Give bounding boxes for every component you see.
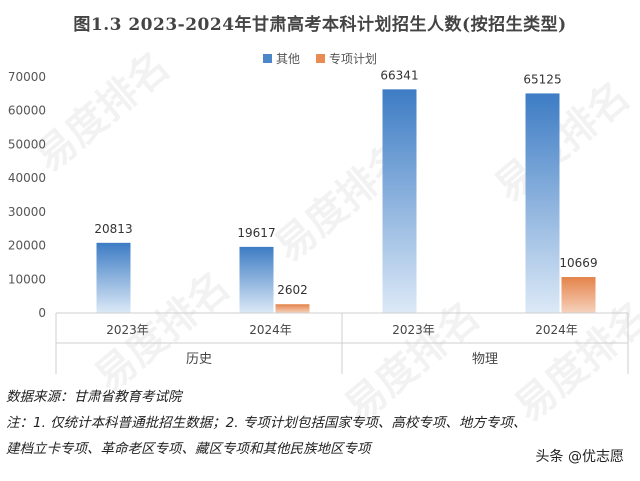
y-tick-label: 20000 xyxy=(8,239,46,253)
bar-special xyxy=(561,277,596,313)
footnote-line-1: 注：1. 仅统计本科普通批招生数据；2. 专项计划包括国家专项、高校专项、地方专… xyxy=(6,415,527,431)
x-group-label: 物理 xyxy=(472,352,498,367)
credit-text: 头条 @优志愿 xyxy=(535,449,624,465)
bar-other xyxy=(239,246,274,313)
y-tick-label: 70000 xyxy=(8,70,46,84)
x-tick-label: 2023年 xyxy=(392,323,435,337)
y-tick-label: 40000 xyxy=(8,171,46,185)
bar-layer: 20813 19617 66341 65125 2602 10669 xyxy=(94,68,598,313)
y-tick-label: 0 xyxy=(38,306,46,320)
footnote-line-2: 建档立卡专项、革命老区专项、藏区专项和其他民族地区专项 xyxy=(6,441,371,457)
data-label: 10669 xyxy=(559,256,597,270)
x-tick-label: 2023年 xyxy=(106,323,149,337)
notes-block: 数据来源：甘肃省教育考试院 注：1. 仅统计本科普通批招生数据；2. 专项计划包… xyxy=(6,384,636,462)
legend-item-other: 其他 xyxy=(262,50,300,67)
bar-other xyxy=(525,93,560,313)
x-tick-label: 2024年 xyxy=(249,323,292,337)
legend-swatch-other xyxy=(262,54,272,63)
y-tick-label: 30000 xyxy=(8,205,46,219)
legend-label-special: 专项计划 xyxy=(329,52,378,66)
x-tick-label: 2024年 xyxy=(535,323,578,337)
y-tick-label: 60000 xyxy=(8,104,46,118)
bar-other xyxy=(382,89,417,313)
chart-legend: 其他 专项计划 xyxy=(0,50,640,67)
legend-swatch-special xyxy=(316,54,325,63)
bar-special xyxy=(275,304,310,313)
data-label: 19617 xyxy=(237,226,275,240)
y-tick-label: 50000 xyxy=(8,137,46,151)
legend-label-other: 其他 xyxy=(275,52,300,66)
bar-chart: 0 10000 20000 30000 40000 50000 60000 70000 208… xyxy=(8,68,629,374)
data-label: 65125 xyxy=(523,72,561,86)
data-label: 2602 xyxy=(277,283,308,297)
bar-other xyxy=(96,242,131,313)
x-group-label: 历史 xyxy=(186,352,212,367)
data-label: 66341 xyxy=(380,68,418,82)
data-label: 20813 xyxy=(94,222,132,236)
chart-title: 图1.3 2023-2024年甘肃高考本科计划招生人数(按招生类型) xyxy=(73,15,567,35)
y-axis: 0 10000 20000 30000 40000 50000 60000 70000 xyxy=(8,70,46,320)
legend-item-special: 专项计划 xyxy=(316,50,377,67)
source-note: 数据来源：甘肃省教育考试院 xyxy=(6,389,182,405)
y-tick-label: 10000 xyxy=(8,272,46,286)
